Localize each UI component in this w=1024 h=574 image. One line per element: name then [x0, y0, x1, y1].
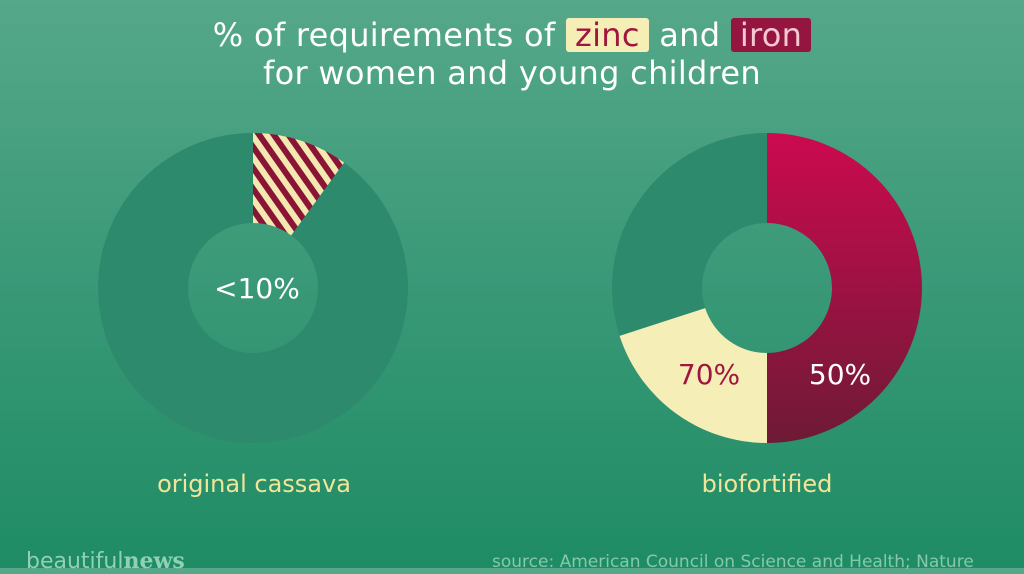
iron-legend-tag: iron [730, 18, 812, 52]
title-and: and [659, 16, 721, 54]
caption-original-cassava: original cassava [157, 470, 351, 498]
zinc-slice-label: 70% [678, 358, 740, 391]
donut-ring-background [97, 132, 409, 444]
chart-title-line1: % of requirements of zinc and iron [0, 16, 1024, 54]
original-cassava-donut [97, 132, 409, 444]
iron-slice-label: 50% [809, 358, 871, 391]
title-prefix: % of requirements of [212, 16, 556, 54]
caption-biofortified: biofortified [701, 470, 833, 498]
zinc-legend-tag: zinc [565, 18, 649, 52]
original-center-label: <10% [214, 272, 300, 305]
zinc-slice [619, 308, 767, 443]
biofortified-donut [612, 133, 922, 443]
brand-logo: beautifulnews [26, 548, 185, 574]
chart-title-line2: for women and young children [263, 54, 761, 92]
iron-slice [767, 133, 922, 443]
source-credit: source: American Council on Science and … [492, 552, 974, 572]
striped-zinc-iron-slice [253, 133, 345, 236]
